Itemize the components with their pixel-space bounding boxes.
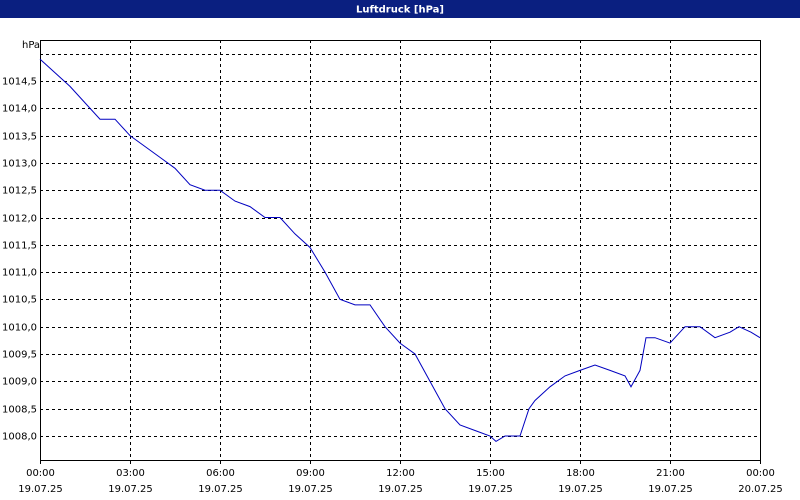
x-tick-label: 03:00 bbox=[116, 468, 145, 479]
y-tick-label: 1013,0 bbox=[2, 159, 37, 170]
y-tick-label: 1011,0 bbox=[2, 268, 37, 279]
y-tick-label: 1011,5 bbox=[2, 241, 37, 252]
y-tick-label: 1014,0 bbox=[2, 104, 37, 115]
x-tick-label: 15:00 bbox=[476, 468, 505, 479]
x-tick-label: 18:00 bbox=[566, 468, 595, 479]
title-bar bbox=[0, 0, 800, 18]
y-tick-label: 1014,5 bbox=[2, 77, 37, 88]
x-tick-date: 19.07.25 bbox=[198, 484, 243, 495]
x-tick-date: 20.07.25 bbox=[738, 484, 783, 495]
y-tick-label: 1009,5 bbox=[2, 350, 37, 361]
y-tick-label: 1013,5 bbox=[2, 132, 37, 143]
y-tick-label: 1012,5 bbox=[2, 186, 37, 197]
y-tick-label: 1012,0 bbox=[2, 214, 37, 225]
y-unit: hPa bbox=[22, 40, 40, 51]
x-tick-date: 19.07.25 bbox=[468, 484, 513, 495]
x-tick-label: 21:00 bbox=[656, 468, 685, 479]
x-tick-date: 19.07.25 bbox=[288, 484, 333, 495]
chart-title: Luftdruck [hPa] bbox=[356, 5, 444, 16]
data-line bbox=[39, 58, 761, 443]
y-tick-label: 1008,0 bbox=[2, 432, 37, 443]
x-tick-date: 19.07.25 bbox=[108, 484, 153, 495]
x-tick-label: 00:00 bbox=[26, 468, 55, 479]
y-tick-label: 1010,0 bbox=[2, 323, 37, 334]
x-tick-date: 19.07.25 bbox=[558, 484, 603, 495]
x-tick-date: 19.07.25 bbox=[648, 484, 693, 495]
x-tick-label: 09:00 bbox=[296, 468, 325, 479]
x-tick-date: 19.07.25 bbox=[18, 484, 63, 495]
x-tick-label: 06:00 bbox=[206, 468, 235, 479]
y-tick-label: 1010,5 bbox=[2, 295, 37, 306]
y-tick-label: 1009,0 bbox=[2, 377, 37, 388]
x-tick-date: 19.07.25 bbox=[378, 484, 423, 495]
x-tick-label: 00:00 bbox=[746, 468, 775, 479]
y-tick-label: 1008,5 bbox=[2, 405, 37, 416]
x-tick-label: 12:00 bbox=[386, 468, 415, 479]
